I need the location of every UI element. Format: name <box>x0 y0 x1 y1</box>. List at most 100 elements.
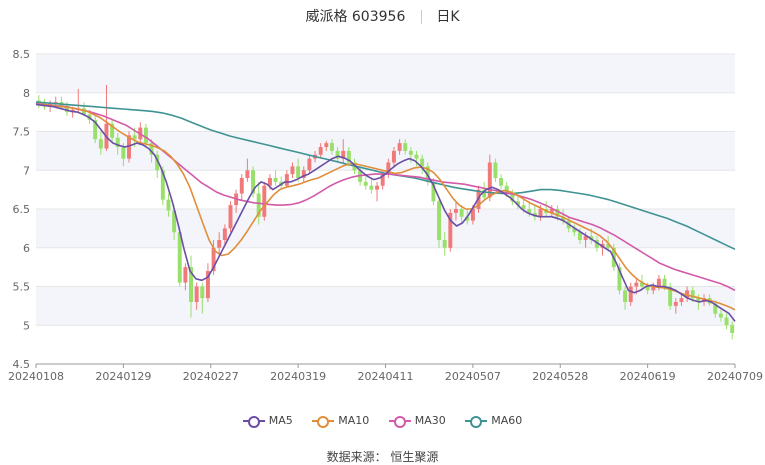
candle-body <box>668 286 673 306</box>
plot-band <box>36 286 735 326</box>
candle-body <box>205 271 210 299</box>
candle-body <box>572 228 577 233</box>
candle-body <box>724 317 729 326</box>
candle-body <box>578 232 582 240</box>
candle-body <box>420 158 425 167</box>
ma60-swatch <box>465 416 488 428</box>
candle-body <box>160 170 165 200</box>
candle-body <box>617 267 622 291</box>
candle-body <box>634 282 639 287</box>
candle-body <box>549 209 554 213</box>
y-tick-label: 7.5 <box>13 126 31 139</box>
candle-body <box>656 278 661 287</box>
candle-body <box>363 181 368 186</box>
candle-body <box>155 154 160 171</box>
ma5-swatch <box>242 416 265 428</box>
candle-body <box>651 286 656 291</box>
candle-body <box>93 119 98 140</box>
candle-body <box>256 193 261 217</box>
candle-body <box>527 209 532 213</box>
candle-body <box>555 209 560 217</box>
chart-period: 日K <box>436 9 460 25</box>
candle-body <box>341 150 346 159</box>
y-tick-label: 6.5 <box>13 203 31 216</box>
candle-body <box>284 174 289 186</box>
candle-body <box>301 170 306 178</box>
candle-body <box>391 150 396 163</box>
y-tick-label: 4.5 <box>13 358 31 371</box>
legend-item-ma30[interactable]: MA30 <box>388 414 446 428</box>
candle-body <box>713 303 718 314</box>
legend-item-ma60[interactable]: MA60 <box>465 414 523 428</box>
candle-body <box>431 181 436 202</box>
plot-band <box>36 209 735 248</box>
stock-name-code: 威派格 603956 <box>305 9 406 25</box>
candle-body <box>487 162 492 198</box>
y-tick-label: 8.5 <box>13 48 31 61</box>
candle-body <box>493 162 498 178</box>
candle-body <box>65 105 69 113</box>
ma5-line <box>35 103 736 322</box>
chart-header: 威派格 603956 日K <box>0 6 765 26</box>
candle-body <box>380 174 385 186</box>
candle-body <box>453 209 458 213</box>
y-tick-label: 5 <box>23 319 30 332</box>
candle-body <box>318 147 323 155</box>
data-source: 数据来源： 恒生聚源 <box>326 450 439 464</box>
candle-body <box>143 127 148 144</box>
legend-label-ma60: MA60 <box>491 414 523 427</box>
y-tick-label: 5.5 <box>13 281 31 294</box>
legend-label-ma30: MA30 <box>414 414 446 427</box>
x-tick-label: 20240619 <box>620 370 676 383</box>
candle-body <box>640 282 644 287</box>
ma30-swatch <box>388 416 411 428</box>
candle-body <box>228 205 233 229</box>
candle-body <box>718 313 723 318</box>
candle-body <box>166 199 171 211</box>
candle-body <box>172 210 177 233</box>
candle-body <box>515 201 520 206</box>
x-tick-label: 20240108 <box>8 370 64 383</box>
x-tick-label: 20240411 <box>358 370 414 383</box>
candle-body <box>583 236 588 240</box>
candle-body <box>606 243 611 248</box>
candle-body <box>127 135 131 159</box>
candle-body <box>730 325 735 333</box>
candle-body <box>211 247 216 271</box>
candle-body <box>690 290 695 299</box>
ma10-line <box>36 103 736 311</box>
candle-body <box>645 286 650 291</box>
candle-body <box>397 143 402 151</box>
candle-body <box>273 178 278 182</box>
candle-body <box>521 205 526 209</box>
legend-label-ma10: MA10 <box>338 414 370 427</box>
candle-body <box>267 178 272 186</box>
x-tick-label: 20240709 <box>707 370 763 383</box>
candle-body <box>482 189 487 198</box>
candle-body <box>673 302 678 306</box>
candle-body <box>470 209 475 221</box>
legend-item-ma5[interactable]: MA5 <box>242 414 293 428</box>
candle-body <box>414 154 419 159</box>
candle-body <box>98 139 103 149</box>
candle-body <box>623 290 628 302</box>
legend-label-ma5: MA5 <box>268 414 293 427</box>
candle-body <box>538 209 543 217</box>
candle-body <box>369 185 374 190</box>
candle-body <box>499 178 504 186</box>
candle-body <box>679 298 684 302</box>
candle-body <box>561 216 566 221</box>
x-tick-label: 20240528 <box>532 370 588 383</box>
candle-body <box>189 267 193 302</box>
candle-body <box>324 143 329 147</box>
candle-body <box>504 185 509 194</box>
legend-item-ma10[interactable]: MA10 <box>312 414 370 428</box>
candle-body <box>149 143 154 155</box>
ma10-swatch <box>312 416 335 428</box>
candle-body <box>696 298 701 302</box>
candle-body <box>386 162 391 175</box>
candle-body <box>685 290 690 299</box>
chart-legend: MA5 MA10 MA30 MA60 <box>0 414 765 428</box>
candle-body <box>375 185 380 190</box>
